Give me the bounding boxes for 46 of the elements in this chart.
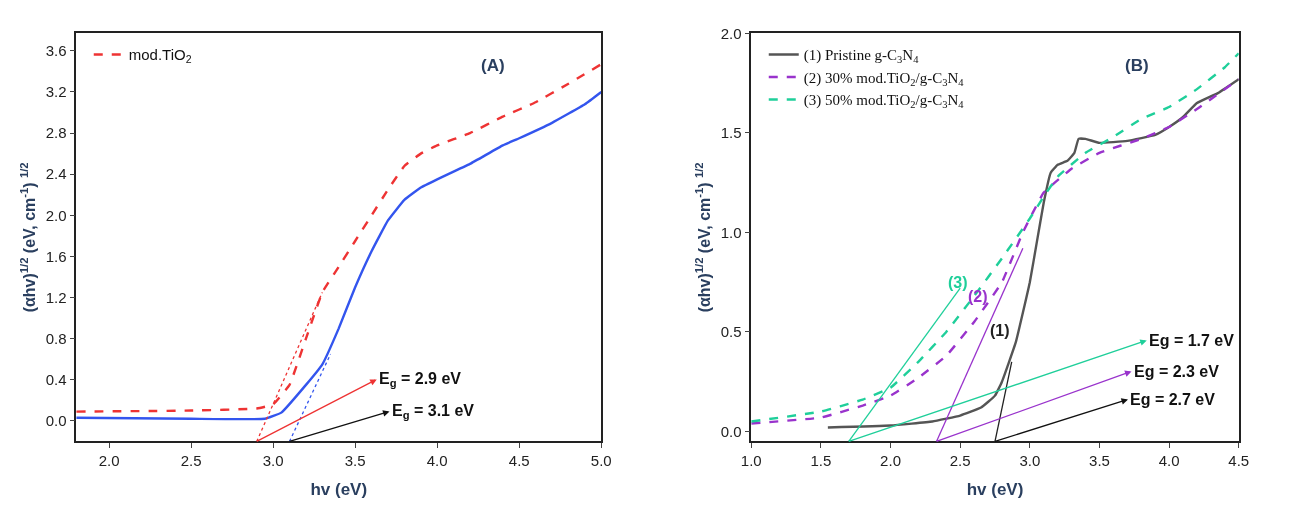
y-tick-label: 2.8 — [45, 124, 67, 142]
legend-label: (2) 30% mod.TiO$_{2}$/g-C$_{3}$N$_{4}$ — [803, 69, 965, 88]
annotation: Eg = 2.3 eV — [1134, 363, 1220, 380]
x-tick-label: 2.5 — [949, 452, 971, 470]
x-tick-label: 2.5 — [180, 452, 202, 470]
annotation: (3) — [948, 274, 968, 291]
annotation: Eg = 1.7 eV — [1149, 332, 1235, 349]
annotation: E$_{g}$ = 3.1 eV — [392, 402, 475, 422]
y-tick-label: 0.8 — [45, 329, 67, 347]
y-tick-label: 0.0 — [45, 412, 67, 430]
annotation: (1) — [990, 322, 1010, 339]
x-axis-title: hv (eV) — [966, 480, 1024, 500]
x-tick-label: 2.0 — [98, 452, 120, 470]
x-tick-label: 3.0 — [1019, 452, 1041, 470]
x-tick-label: 4.5 — [508, 452, 530, 470]
y-tick-label: 1.5 — [720, 124, 742, 142]
annotation: (A) — [481, 56, 505, 75]
legend-label: (1) Pristine g-C$_{3}$N$_{4}$ — [803, 47, 920, 66]
x-tick-label: 4.5 — [1228, 452, 1250, 470]
y-tick-label: 0.5 — [720, 323, 742, 341]
legend-label: (3) 50% mod.TiO$_{2}$/g-C$_{3}$N$_{4}$ — [803, 92, 965, 111]
y-tick-label: 1.6 — [45, 247, 67, 265]
x-tick-label: 4.0 — [1158, 452, 1180, 470]
y-tick-label: 0.0 — [720, 422, 742, 440]
x-tick-label: 3.5 — [1089, 452, 1110, 470]
y-tick-label: 1.0 — [720, 223, 742, 241]
y-tick-label: 2.4 — [45, 165, 67, 183]
y-tick-label: 2.0 — [45, 206, 67, 224]
legend-label: mod.TiO$_{2}$ — [128, 46, 192, 66]
annotation: Eg = 2.7 eV — [1130, 391, 1216, 408]
x-tick-label: 2.0 — [880, 452, 901, 470]
x-tick-label: 1.5 — [810, 452, 832, 470]
x-tick-label: 4.0 — [426, 452, 448, 470]
x-tick-label: 3.0 — [262, 452, 284, 470]
annotation: (2) — [968, 288, 988, 305]
annotation: E$_{g}$ = 2.9 eV — [379, 370, 462, 390]
x-tick-label: 1.0 — [740, 452, 762, 470]
annotation: (B) — [1125, 56, 1149, 75]
y-tick-label: 3.2 — [45, 83, 67, 101]
x-tick-label: 3.5 — [344, 452, 366, 470]
x-axis-title: hv (eV) — [310, 480, 368, 500]
y-tick-label: 3.6 — [45, 42, 67, 60]
y-tick-label: 0.4 — [45, 370, 67, 388]
y-tick-label: 1.2 — [45, 288, 67, 306]
x-tick-label: 5.0 — [590, 452, 612, 470]
y-tick-label: 2.0 — [720, 24, 742, 42]
